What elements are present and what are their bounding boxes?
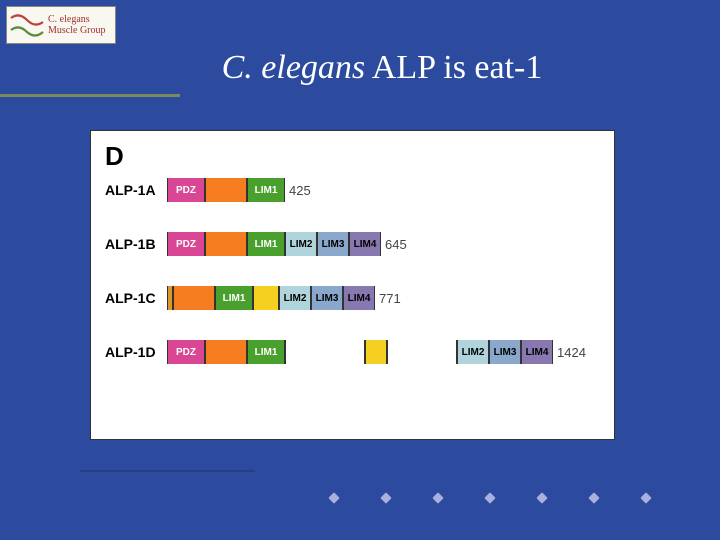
footer-dot-icon [380, 492, 391, 503]
protein-length: 1424 [557, 345, 586, 360]
domain-spacer [205, 178, 247, 202]
footer-dot-icon [536, 492, 547, 503]
domain-lim2: LIM2 [279, 286, 311, 310]
footer-dot-icon [328, 492, 339, 503]
protein-length: 771 [379, 291, 401, 306]
domain-spacer [205, 340, 247, 364]
domain-lim1: LIM1 [247, 178, 285, 202]
domain-lim1: LIM1 [215, 286, 253, 310]
domain-track: PDZ LIM1 LIM2LIM3LIM4 [167, 340, 553, 364]
panel-letter: D [105, 141, 600, 172]
domain-lim4: LIM4 [349, 232, 381, 256]
domain-pdz: PDZ [167, 178, 205, 202]
footer-dot-icon [484, 492, 495, 503]
domain-lim2: LIM2 [285, 232, 317, 256]
protein-label: ALP-1D [105, 344, 167, 360]
domain-lim2: LIM2 [457, 340, 489, 364]
logo-text: C. elegans Muscle Group [48, 14, 106, 36]
title-italic: C. elegans [222, 49, 366, 86]
protein-row: ALP-1DPDZ LIM1 LIM2LIM3LIM4 1424 [105, 338, 600, 366]
protein-label: ALP-1C [105, 290, 167, 306]
domain-lim4: LIM4 [343, 286, 375, 310]
domain-pdz: PDZ [167, 340, 205, 364]
domain-lim3: LIM3 [311, 286, 343, 310]
protein-label: ALP-1B [105, 236, 167, 252]
domain-lim3: LIM3 [317, 232, 349, 256]
footer-dots [330, 494, 650, 502]
title-block: C. elegans ALP is eat-1 [132, 42, 632, 94]
domain-spacer [387, 340, 457, 364]
logo-line2: Muscle Group [48, 25, 106, 36]
footer-dot-icon [640, 492, 651, 503]
domain-spacer [253, 286, 279, 310]
footer-accent [80, 470, 255, 500]
logo-line1: C. elegans [48, 14, 106, 25]
domain-lim3: LIM3 [489, 340, 521, 364]
protein-row: ALP-1APDZ LIM1 425 [105, 176, 600, 204]
footer-dot-icon [588, 492, 599, 503]
protein-length: 645 [385, 237, 407, 252]
slide-title: C. elegans ALP is eat-1 [222, 49, 543, 87]
protein-rows: ALP-1APDZLIM1425ALP-1BPDZLIM1LIM2LIM3LIM… [105, 176, 600, 366]
domain-lim4: LIM4 [521, 340, 553, 364]
footer-dot-icon [432, 492, 443, 503]
protein-length: 425 [289, 183, 311, 198]
domain-track: PDZ LIM1 [167, 178, 285, 202]
domain-spacer [365, 340, 387, 364]
title-underline [0, 94, 720, 97]
domain-spacer [173, 286, 215, 310]
figure-panel: D ALP-1APDZLIM1425ALP-1BPDZLIM1LIM2LIM3L… [90, 130, 615, 440]
domain-track: LIM1 LIM2LIM3LIM4 [167, 286, 375, 310]
logo-worm-icon [9, 10, 45, 40]
domain-spacer [205, 232, 247, 256]
domain-lim1: LIM1 [247, 340, 285, 364]
logo-badge: C. elegans Muscle Group [6, 6, 116, 44]
domain-lim1: LIM1 [247, 232, 285, 256]
protein-label: ALP-1A [105, 182, 167, 198]
domain-pdz: PDZ [167, 232, 205, 256]
protein-row: ALP-1BPDZ LIM1LIM2LIM3LIM4 645 [105, 230, 600, 258]
domain-spacer [285, 340, 365, 364]
title-rest: ALP is eat-1 [365, 49, 542, 86]
domain-track: PDZ LIM1LIM2LIM3LIM4 [167, 232, 381, 256]
protein-row: ALP-1C LIM1 LIM2LIM3LIM4 771 [105, 284, 600, 312]
